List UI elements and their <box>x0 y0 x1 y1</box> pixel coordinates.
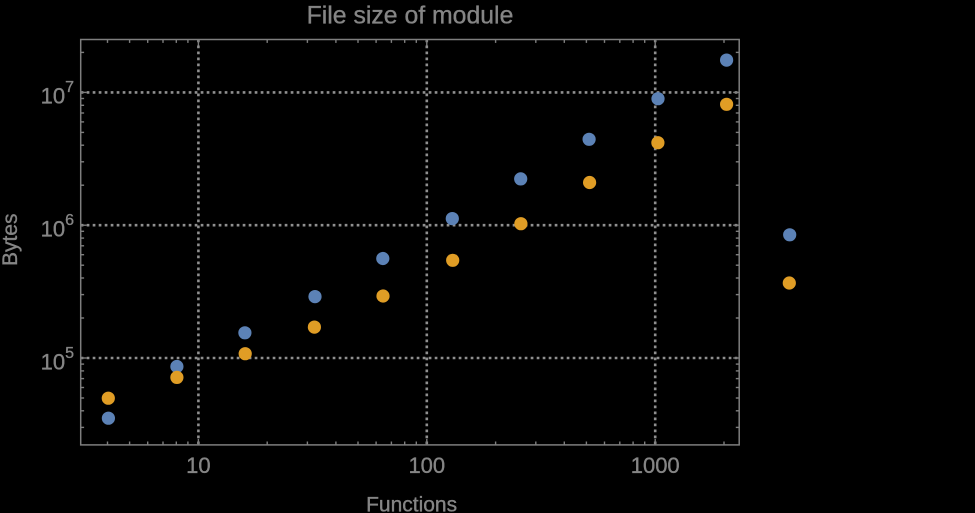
svg-text:105: 105 <box>41 345 74 375</box>
svg-text:File size of module: File size of module <box>307 3 514 30</box>
svg-text:1000: 1000 <box>631 453 680 478</box>
svg-text:100: 100 <box>408 453 445 478</box>
svg-text:10: 10 <box>186 453 210 478</box>
svg-text:106: 106 <box>41 212 74 242</box>
svg-text:Bytes: Bytes <box>0 213 22 266</box>
svg-text:107: 107 <box>41 79 74 109</box>
svg-text:Functions: Functions <box>366 493 457 513</box>
